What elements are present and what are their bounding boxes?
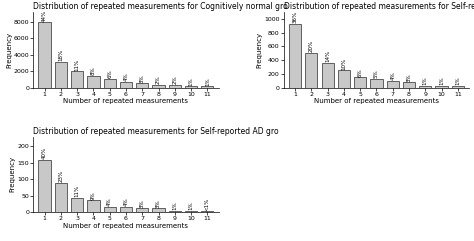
X-axis label: Number of repeated measurements: Number of repeated measurements — [64, 98, 189, 104]
Text: Distribution of repeated measurements for Cognitively normal gro: Distribution of repeated measurements fo… — [33, 2, 288, 11]
Text: 36%: 36% — [292, 11, 298, 23]
Bar — [120, 82, 132, 87]
Bar — [38, 160, 51, 212]
Text: 1%: 1% — [439, 77, 444, 85]
Bar — [153, 208, 164, 212]
Text: Distribution of repeated measurements for Self-reported AD gro: Distribution of repeated measurements fo… — [33, 127, 279, 136]
Bar — [71, 198, 83, 212]
Text: 2%: 2% — [156, 76, 161, 84]
Bar — [338, 70, 350, 87]
Text: 1%: 1% — [205, 77, 210, 86]
Text: 9%: 9% — [91, 191, 96, 200]
Text: 2%: 2% — [172, 76, 177, 84]
Text: 5%: 5% — [374, 70, 379, 78]
Bar — [71, 71, 83, 87]
Text: 10%: 10% — [341, 57, 346, 70]
Text: 1%: 1% — [456, 77, 460, 85]
Text: 23%: 23% — [58, 170, 64, 182]
Text: 1%: 1% — [189, 77, 193, 86]
Text: 4%: 4% — [107, 198, 112, 207]
Bar — [87, 200, 100, 212]
Bar — [104, 207, 116, 212]
Bar — [136, 83, 148, 87]
Text: 4%: 4% — [390, 72, 395, 80]
Text: 1%: 1% — [423, 77, 428, 85]
Text: 3%: 3% — [140, 74, 145, 83]
Text: 40%: 40% — [42, 147, 47, 159]
Bar — [354, 77, 366, 87]
Text: 11%: 11% — [74, 185, 80, 197]
Text: 6%: 6% — [358, 68, 363, 77]
X-axis label: Number of repeated measurements: Number of repeated measurements — [314, 98, 439, 104]
Bar — [169, 211, 181, 212]
Bar — [419, 86, 431, 87]
Text: 44%: 44% — [42, 9, 47, 21]
Text: 3%: 3% — [407, 73, 411, 82]
Bar — [87, 76, 100, 87]
Bar — [38, 22, 51, 87]
Text: 3%: 3% — [140, 199, 145, 208]
Bar — [55, 62, 67, 87]
Text: <1%: <1% — [205, 198, 210, 211]
Text: 4%: 4% — [123, 73, 128, 81]
Text: 8%: 8% — [91, 67, 96, 75]
Text: 1%: 1% — [172, 202, 177, 210]
Bar — [169, 85, 181, 87]
Bar — [321, 63, 334, 87]
Bar — [201, 86, 213, 87]
Text: Distribution of repeated measurements for Self-reported MCI gro: Distribution of repeated measurements fo… — [284, 2, 474, 11]
Text: 6%: 6% — [107, 70, 112, 78]
Text: 18%: 18% — [58, 49, 64, 61]
Text: 14%: 14% — [325, 50, 330, 62]
Bar — [55, 182, 67, 212]
Text: 4%: 4% — [123, 198, 128, 207]
Text: 20%: 20% — [309, 40, 314, 52]
Text: 3%: 3% — [156, 199, 161, 208]
Bar — [120, 207, 132, 212]
Y-axis label: Frequency: Frequency — [10, 156, 16, 192]
Text: 1%: 1% — [189, 202, 193, 210]
Bar — [370, 79, 383, 87]
Y-axis label: Frequency: Frequency — [6, 32, 12, 68]
Bar — [104, 79, 116, 87]
X-axis label: Number of repeated measurements: Number of repeated measurements — [64, 223, 189, 229]
Bar — [387, 80, 399, 87]
Bar — [185, 211, 197, 212]
Bar — [201, 211, 213, 212]
Bar — [305, 53, 318, 87]
Bar — [436, 86, 447, 87]
Bar — [185, 86, 197, 87]
Bar — [452, 86, 464, 87]
Bar — [136, 208, 148, 212]
Bar — [153, 85, 164, 87]
Text: 11%: 11% — [74, 59, 80, 71]
Y-axis label: Frequency: Frequency — [256, 32, 263, 68]
Bar — [289, 24, 301, 87]
Bar — [403, 82, 415, 87]
